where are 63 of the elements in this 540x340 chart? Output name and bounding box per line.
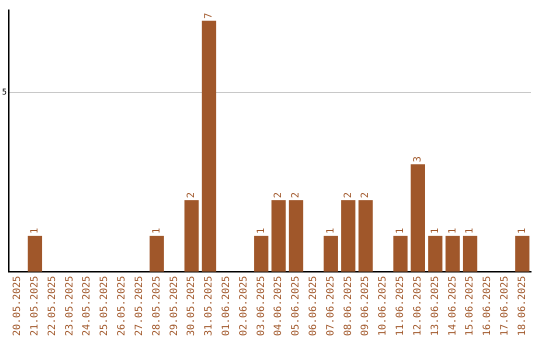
bar (324, 236, 338, 272)
x-tick-label: 30.05.2025 (186, 276, 198, 336)
bar (393, 236, 408, 272)
data-label: 1 (30, 228, 41, 234)
data-label: 7 (204, 12, 215, 19)
x-tick-label: 12.06.2025 (412, 276, 424, 336)
x-tick-label: 06.06.2025 (308, 276, 320, 336)
bar (428, 236, 442, 272)
bar (358, 200, 373, 272)
x-tick-label: 18.06.2025 (516, 276, 528, 336)
x-tick-label: 08.06.2025 (342, 276, 354, 336)
bar (462, 236, 478, 272)
x-tick-label: 02.06.2025 (238, 276, 250, 336)
x-tick-label: 11.06.2025 (395, 276, 406, 336)
x-tick-label: 17.06.2025 (499, 276, 510, 336)
data-label: 2 (273, 192, 284, 198)
bar (202, 20, 216, 272)
data-label: 1 (516, 228, 528, 234)
data-label: 3 (412, 156, 424, 162)
x-tick-label: 04.06.2025 (273, 276, 284, 336)
bar (446, 236, 460, 272)
x-tick-label: 10.06.2025 (378, 276, 389, 336)
x-tick-label: 31.05.2025 (204, 276, 215, 336)
x-tick-label: 13.06.2025 (430, 276, 441, 336)
x-tick-label: 26.05.2025 (116, 276, 128, 336)
x-tick-label: 20.05.2025 (12, 276, 24, 336)
x-tick-label: 01.06.2025 (220, 276, 232, 336)
x-tick-label: 28.05.2025 (151, 276, 162, 336)
data-label: 2 (186, 192, 198, 198)
bar (515, 236, 530, 272)
x-tick-label: 25.05.2025 (99, 276, 110, 336)
data-label: 1 (325, 228, 336, 234)
bar (410, 164, 425, 272)
x-tick-label: 03.06.2025 (256, 276, 267, 336)
x-tick-label: 29.05.2025 (168, 276, 180, 336)
data-label: 2 (342, 192, 354, 198)
x-tick-label: 14.06.2025 (447, 276, 458, 336)
x-tick-label: 07.06.2025 (325, 276, 336, 336)
data-label: 1 (256, 228, 267, 234)
bar (341, 200, 356, 272)
x-tick-label: 05.06.2025 (290, 276, 302, 336)
data-label: 2 (290, 192, 302, 198)
bar (254, 236, 268, 272)
data-label: 1 (430, 228, 441, 234)
y-tick-label: 5 (2, 88, 7, 97)
bar (184, 200, 199, 272)
bar (28, 236, 42, 272)
x-tick-label: 24.05.2025 (82, 276, 93, 336)
bar (150, 236, 164, 272)
bar (271, 200, 286, 272)
data-label: 1 (447, 228, 458, 234)
x-tick-label: 09.06.2025 (360, 276, 372, 336)
data-label: 2 (360, 192, 372, 198)
x-tick-label: 27.05.2025 (134, 276, 145, 336)
x-tick-label: 22.05.2025 (46, 276, 58, 336)
data-label: 1 (464, 228, 476, 234)
data-label: 1 (395, 228, 406, 234)
x-tick-label: 23.05.2025 (64, 276, 76, 336)
x-tick-label: 16.06.2025 (482, 276, 494, 336)
x-tick-label: 21.05.2025 (30, 276, 41, 336)
bar (288, 200, 304, 272)
data-label: 1 (151, 228, 162, 234)
x-tick-label: 15.06.2025 (464, 276, 476, 336)
